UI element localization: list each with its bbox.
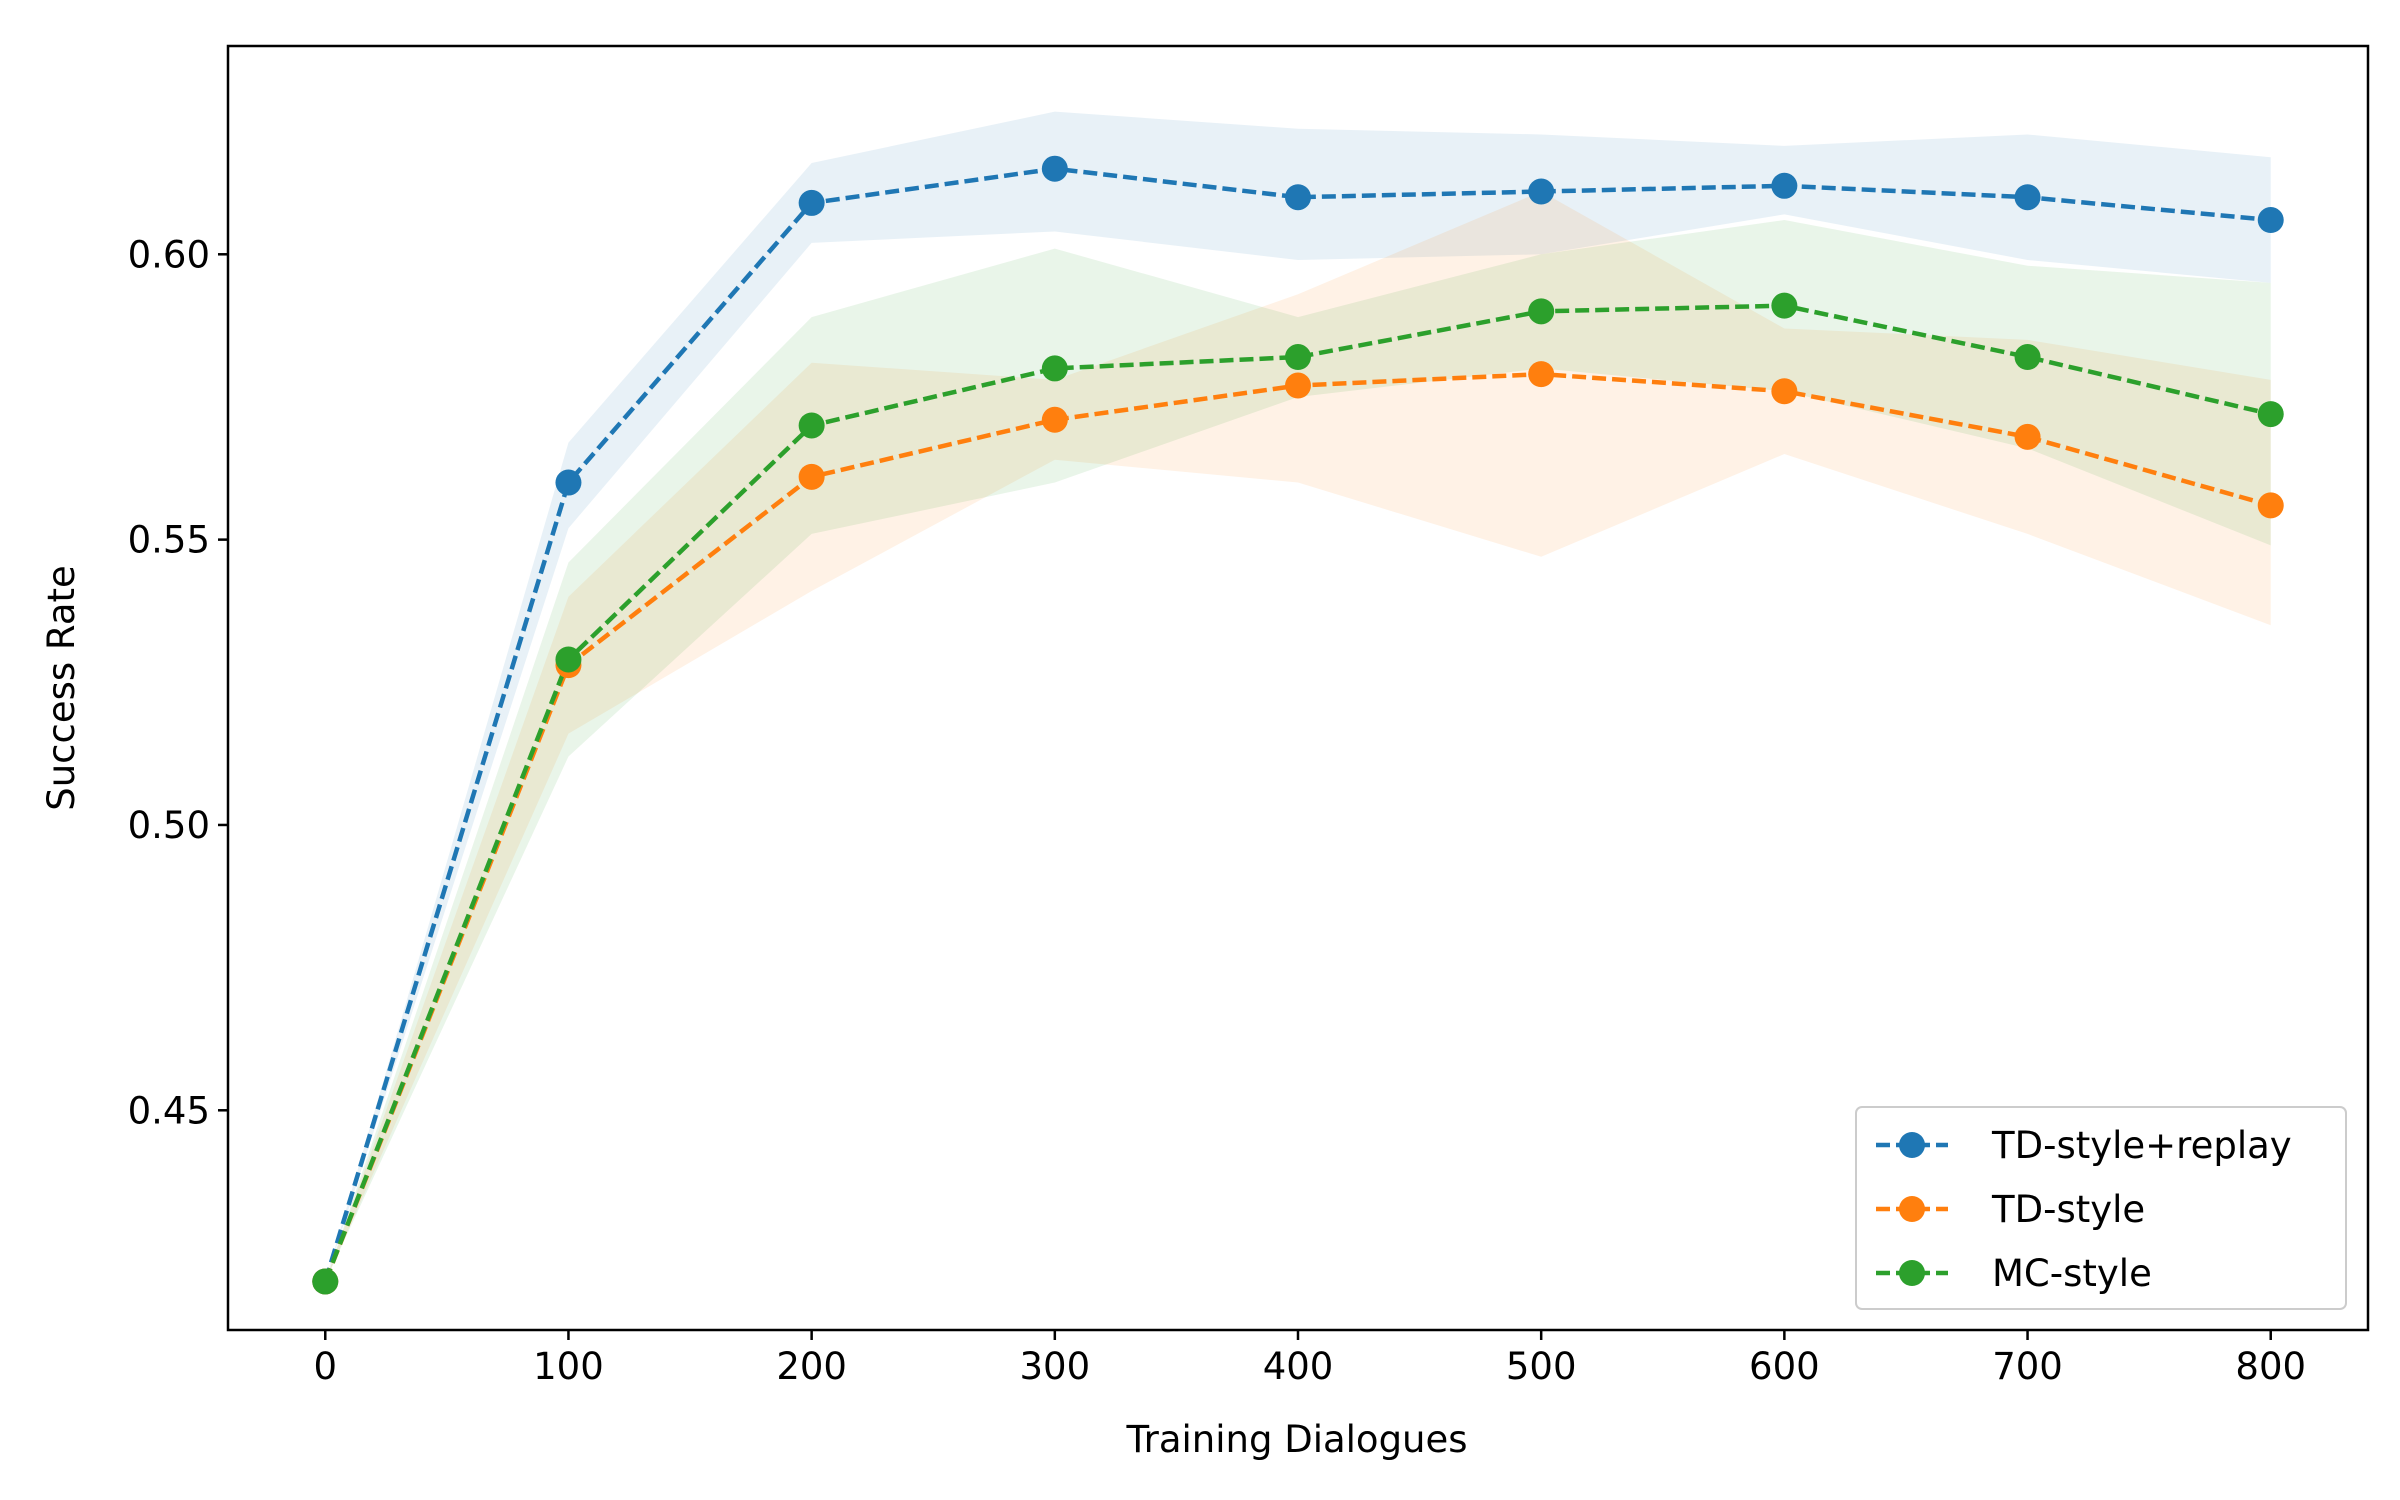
point-mc-style-700 [2014,344,2041,371]
y-tick-label: 0.45 [128,1089,210,1132]
legend-marker-td-style-replay [1899,1132,1925,1158]
x-axis-label: Training Dialogues [1125,1418,1467,1461]
point-mc-style-600 [1771,292,1798,319]
x-tick-label: 600 [1749,1345,1820,1388]
point-td-style-replay-400 [1285,184,1311,211]
y-axis-label: Success Rate [40,565,83,811]
x-tick-label: 800 [2235,1345,2306,1388]
line-mc-style [323,303,2272,1283]
point-td-style-400 [1285,372,1311,399]
legend-marker-mc-style [1899,1260,1925,1286]
legend-marker-td-style [1899,1196,1925,1222]
point-td-style-replay-100 [555,469,582,496]
x-tick-label: 0 [313,1345,337,1388]
x-tick-label: 400 [1263,1345,1334,1388]
point-mc-style-100 [555,646,582,673]
point-td-style-replay-600 [1771,172,1798,199]
x-tick-label: 200 [776,1345,847,1388]
point-td-style-replay-700 [2014,184,2041,211]
point-mc-style-0 [312,1268,339,1295]
x-tick-label: 700 [1992,1345,2063,1388]
point-td-style-replay-500 [1528,178,1555,205]
point-mc-style-200 [798,412,825,439]
legend-label-td-style-replay: TD-style+replay [1991,1124,2292,1167]
x-tick-label: 100 [533,1345,604,1388]
point-td-style-500 [1528,361,1555,388]
point-td-style-replay-800 [2257,207,2284,234]
y-tick-label: 0.60 [128,233,210,276]
y-axis-ticks: 0.45 0.50 0.55 0.60 [128,233,228,1132]
point-td-style-200 [798,463,825,490]
legend: TD-style+replay TD-style MC-style [1855,1106,2347,1310]
point-td-style-300 [1041,406,1068,433]
legend-label-td-style: TD-style [1991,1188,2145,1231]
point-mc-style-400 [1285,344,1311,371]
point-td-style-600 [1771,378,1798,405]
point-td-style-replay-200 [798,189,825,216]
legend-box [1855,1106,2347,1310]
line-td-style-replay [323,166,2271,1283]
y-tick-label: 0.55 [128,519,210,562]
series-markers [312,155,2284,1295]
point-td-style-replay-300 [1041,155,1068,182]
point-td-style-700 [2014,423,2041,450]
band-td-style-replay [325,111,2271,1282]
y-tick-label: 0.50 [128,804,210,847]
x-axis-ticks: 0 100 200 300 400 500 600 700 800 [313,1330,2306,1388]
x-tick-label: 300 [1020,1345,1091,1388]
point-mc-style-800 [2257,401,2284,428]
point-mc-style-500 [1528,298,1555,325]
point-mc-style-300 [1041,355,1068,382]
point-td-style-800 [2257,492,2284,519]
legend-label-mc-style: MC-style [1992,1252,2152,1295]
x-tick-label: 500 [1506,1345,1577,1388]
